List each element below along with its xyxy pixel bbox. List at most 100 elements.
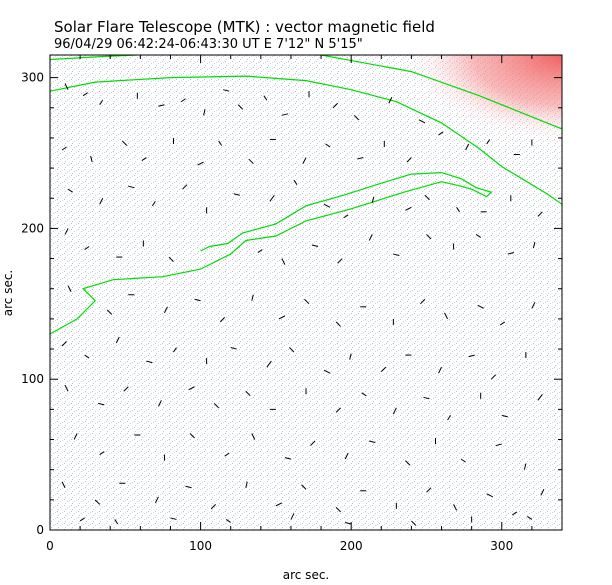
- field-vector: [106, 309, 113, 315]
- field-vector: [420, 298, 426, 305]
- field-vector: [173, 347, 177, 353]
- field-vector: [218, 140, 223, 146]
- field-vector: [99, 451, 105, 456]
- field-vector: [293, 179, 298, 185]
- field-vector: [168, 256, 174, 262]
- field-vector: [61, 341, 67, 347]
- field-vector: [405, 460, 411, 466]
- field-vector: [527, 516, 533, 520]
- field-vector: [64, 83, 69, 90]
- field-vector: [263, 95, 268, 101]
- field-vector: [311, 244, 319, 247]
- field-vector: [302, 157, 307, 164]
- field-vector: [233, 193, 240, 196]
- field-vector: [423, 396, 430, 400]
- field-vector: [237, 104, 244, 110]
- field-vector: [278, 315, 286, 320]
- field-vector: [335, 321, 341, 327]
- field-vector: [501, 414, 508, 418]
- field-vector: [453, 504, 458, 511]
- field-vector: [411, 520, 417, 526]
- field-vector: [357, 157, 364, 160]
- field-vector: [345, 521, 352, 525]
- field-vector: [310, 440, 316, 446]
- field-vector: [158, 104, 165, 107]
- field-vector: [304, 298, 310, 305]
- field-vector: [456, 207, 461, 213]
- field-vector: [266, 360, 272, 368]
- field-vector: [447, 415, 451, 421]
- field-vector: [438, 366, 442, 374]
- field-vector: [475, 234, 481, 238]
- field-vector: [180, 98, 186, 103]
- y-tick-label: 0: [36, 523, 44, 537]
- field-vector: [540, 489, 545, 496]
- x-axis-label: arc sec.: [283, 568, 329, 582]
- field-vector: [84, 354, 90, 359]
- x-tick-label: 300: [490, 539, 513, 553]
- field-vector: [424, 194, 430, 201]
- field-vector: [275, 502, 283, 507]
- field-vector: [507, 252, 514, 255]
- field-vector: [380, 366, 387, 373]
- axes: 0 100 200 300 0 100 200 300: [21, 55, 563, 553]
- field-vector: [531, 302, 536, 309]
- field-vector: [154, 496, 159, 504]
- field-vector: [490, 374, 497, 380]
- field-vector: [369, 440, 376, 444]
- plot-area: [50, 55, 562, 530]
- field-vector: [343, 214, 349, 219]
- field-vector: [170, 517, 177, 520]
- field-vector: [90, 155, 93, 163]
- field-vector: [281, 113, 289, 116]
- x-tick-label: 100: [189, 539, 212, 553]
- field-vector: [223, 89, 230, 92]
- field-vector: [82, 92, 88, 97]
- field-vector: [115, 336, 120, 344]
- limb-region: [400, 55, 562, 145]
- field-vector: [393, 253, 400, 257]
- field-vector: [406, 157, 412, 163]
- field-vector: [325, 143, 331, 148]
- x-tick-label: 200: [340, 539, 363, 553]
- field-vector: [257, 249, 263, 253]
- chart-subtitle: 96/04/29 06:42:24-06:43:30 UT E 7'12" N …: [54, 37, 363, 52]
- field-vector: [163, 306, 168, 314]
- field-vector: [537, 211, 543, 217]
- field-vector: [486, 139, 491, 145]
- field-vector: [185, 485, 192, 489]
- field-vector: [203, 109, 206, 116]
- field-vector: [344, 452, 349, 460]
- field-vector: [289, 347, 295, 353]
- y-tick-label: 200: [21, 221, 44, 235]
- field-vector: [499, 321, 506, 326]
- field-vector: [245, 481, 248, 488]
- field-vector: [248, 158, 254, 164]
- field-vector: [79, 517, 85, 522]
- field-vector: [94, 499, 101, 505]
- field-vector: [141, 157, 147, 161]
- field-vector: [512, 511, 518, 516]
- neutral-line-contour: [50, 171, 493, 335]
- vector-field: [61, 83, 545, 526]
- y-tick-label: 300: [21, 71, 44, 85]
- field-vector: [486, 493, 493, 498]
- field-vector: [123, 386, 129, 392]
- field-vector: [269, 194, 275, 202]
- field-vector: [67, 285, 72, 292]
- field-vector: [537, 393, 543, 401]
- field-vector: [64, 228, 69, 235]
- y-axis-label: arc sec.: [1, 270, 15, 316]
- field-vector: [114, 519, 119, 525]
- field-vector: [444, 312, 449, 320]
- field-vector: [405, 206, 412, 211]
- field-vector: [371, 196, 375, 203]
- field-vector: [438, 131, 444, 136]
- field-vector: [468, 354, 475, 358]
- field-vector: [128, 185, 135, 189]
- field-vector: [495, 443, 502, 447]
- field-vector: [388, 96, 393, 104]
- field-vector: [99, 99, 104, 106]
- field-vector: [477, 304, 484, 309]
